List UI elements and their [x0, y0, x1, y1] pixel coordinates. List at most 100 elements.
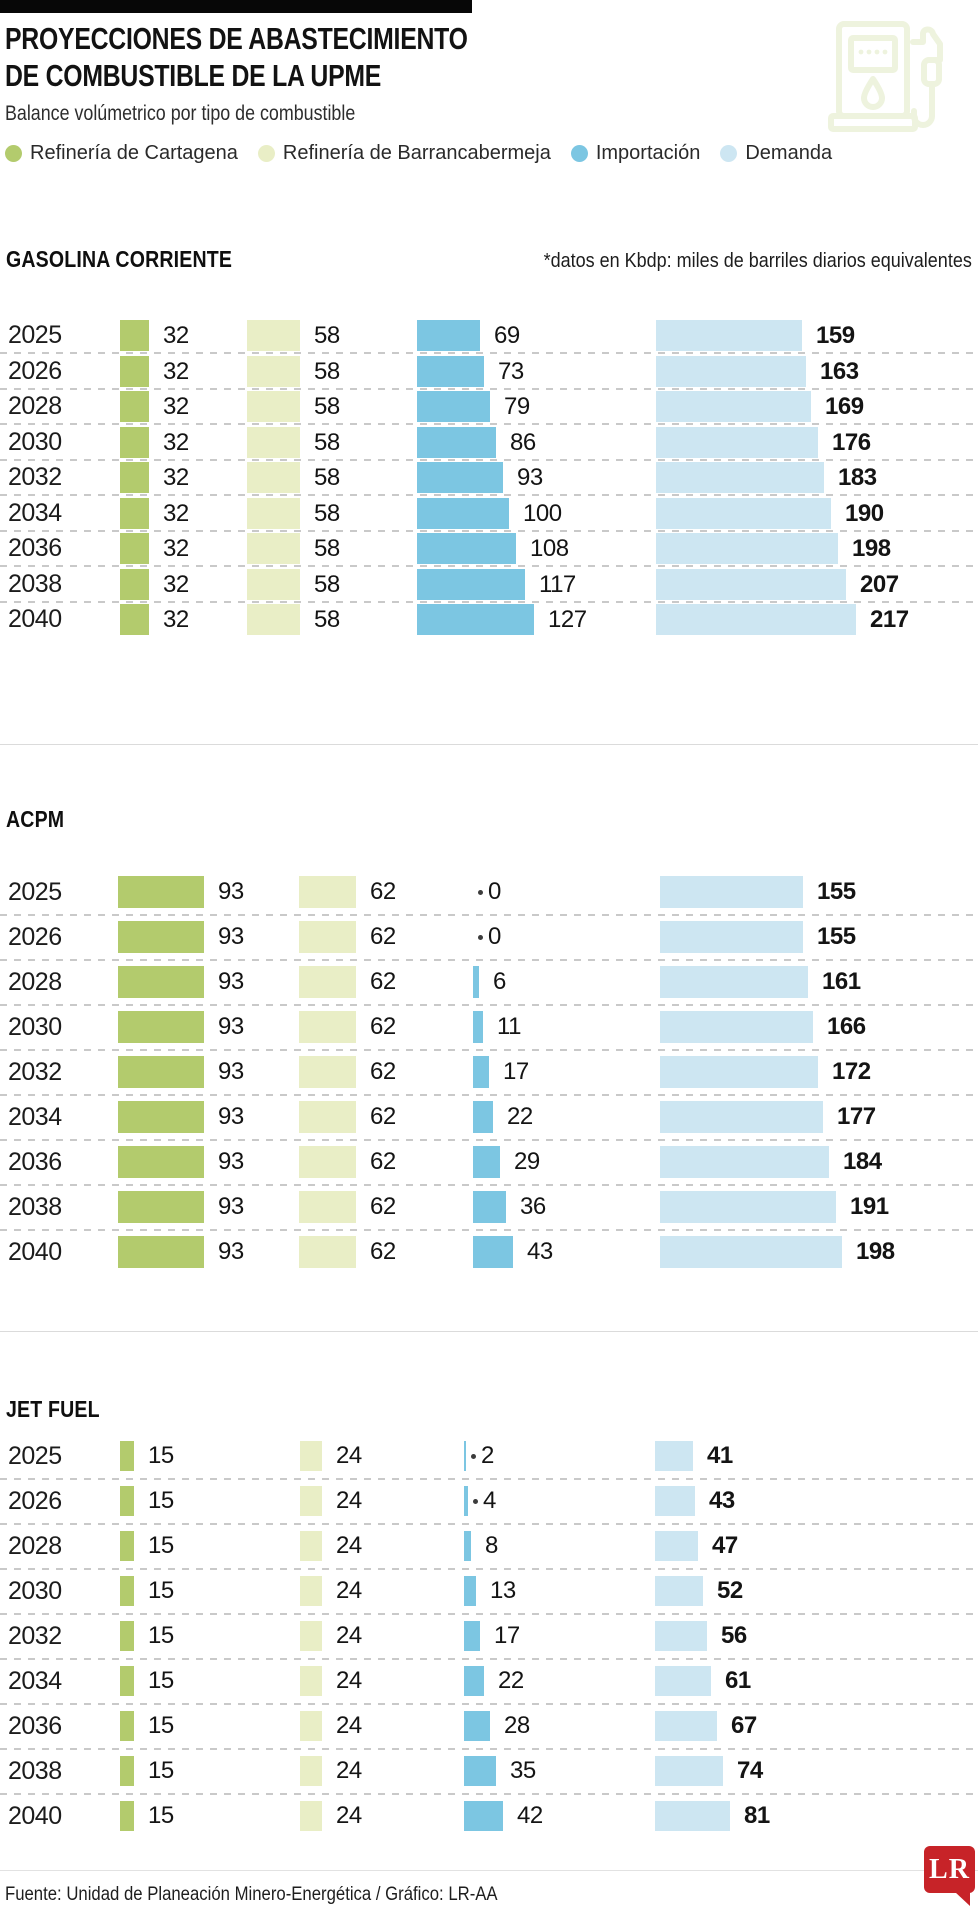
year-label: 2028	[8, 968, 62, 996]
table-row: 2040 15 24 42 81	[0, 1801, 978, 1831]
year-label: 2028	[8, 1532, 62, 1560]
value-label: 11	[497, 1013, 521, 1040]
row-divider	[0, 1003, 978, 1006]
bar-refineria-cartagena	[120, 1666, 134, 1696]
value-label: 163	[820, 357, 859, 385]
bar-importacion	[464, 1711, 490, 1741]
value-label: 15	[148, 1757, 174, 1784]
row-divider	[0, 1567, 978, 1570]
bar-refineria-cartagena	[120, 1801, 134, 1831]
bar-refineria-cartagena	[120, 497, 149, 529]
bar-demanda	[655, 1801, 730, 1831]
bar-demanda	[655, 1666, 711, 1696]
bar-refineria-barrancabermeja	[300, 1756, 322, 1786]
section-title: JET FUEL	[6, 1396, 100, 1422]
value-label: 177	[837, 1103, 876, 1130]
value-label: 22	[507, 1103, 533, 1130]
bar-refineria-cartagena	[118, 921, 204, 953]
bar-refineria-barrancabermeja	[247, 604, 300, 635]
table-row: 2032 32 58 93 183	[0, 462, 978, 493]
table-row: 2040 32 58 127 217	[0, 604, 978, 635]
year-label: 2040	[8, 605, 62, 633]
value-label: 86	[510, 428, 536, 456]
value-label: 24	[336, 1712, 362, 1739]
value-label: 93	[218, 1058, 244, 1085]
bar-refineria-cartagena	[118, 1146, 204, 1178]
bar-importacion	[417, 533, 516, 564]
bar-refineria-barrancabermeja	[247, 497, 300, 529]
value-label: 62	[370, 1058, 396, 1085]
value-label: 58	[314, 464, 340, 491]
value-label: 0	[488, 878, 501, 905]
table-row: 2040 93 62 43 198	[0, 1236, 978, 1268]
value-label: 198	[856, 1238, 895, 1265]
bar-importacion	[473, 1056, 489, 1088]
year-label: 2025	[8, 1442, 62, 1470]
bar-refineria-barrancabermeja	[299, 1236, 356, 1268]
table-row: 2034 32 58 100 190	[0, 497, 978, 529]
value-label: 32	[163, 499, 189, 527]
value-label: 93	[218, 923, 244, 950]
value-label: 0	[488, 923, 501, 950]
value-label: 169	[825, 393, 864, 420]
value-label: 69	[494, 322, 520, 349]
bar-demanda	[660, 876, 803, 908]
value-label: 15	[148, 1622, 174, 1649]
bar-importacion	[464, 1576, 476, 1606]
bar-importacion	[473, 1101, 493, 1133]
value-label: 93	[218, 1148, 244, 1175]
bar-refineria-cartagena	[120, 533, 149, 564]
value-label: 62	[370, 1148, 396, 1175]
value-label: 93	[218, 1013, 244, 1040]
bar-importacion	[464, 1486, 468, 1516]
legend-item-label: Demanda	[745, 142, 833, 164]
year-label: 2034	[8, 1667, 62, 1695]
bar-importacion	[473, 1191, 506, 1223]
value-label: 24	[336, 1442, 362, 1469]
legend-dot-icon	[257, 145, 275, 162]
row-divider	[0, 494, 978, 497]
bar-importacion	[464, 1531, 471, 1561]
legend-item: Importación	[570, 142, 700, 165]
value-label: 8	[485, 1532, 498, 1559]
year-label: 2025	[8, 321, 62, 349]
bar-refineria-barrancabermeja	[299, 1101, 356, 1133]
year-label: 2030	[8, 427, 62, 456]
bar-refineria-barrancabermeja	[299, 921, 356, 953]
bar-refineria-barrancabermeja	[299, 1146, 356, 1178]
bar-importacion	[417, 462, 503, 493]
bar-refineria-cartagena	[120, 462, 149, 493]
value-label: 43	[527, 1238, 553, 1265]
value-label: 17	[503, 1058, 529, 1085]
legend-item: Refinería de Cartagena	[5, 142, 238, 165]
value-label: 22	[498, 1667, 524, 1694]
table-row: 2025 15 24 2 41	[0, 1441, 978, 1471]
table-row: 2032 15 24 17 56	[0, 1621, 978, 1651]
table-row: 2025 32 58 69 159	[0, 320, 978, 351]
bar-refineria-cartagena	[120, 1756, 134, 1786]
year-label: 2032	[8, 1058, 62, 1086]
bar-importacion	[473, 1011, 483, 1043]
bar-demanda	[660, 1236, 842, 1268]
value-label: 15	[148, 1532, 174, 1559]
zero-marker-dot	[478, 934, 483, 940]
value-label: 155	[817, 878, 856, 905]
year-label: 2034	[8, 1103, 62, 1131]
value-label: 62	[370, 878, 396, 905]
legend-item-label: Refinería de Barrancabermeja	[282, 142, 551, 164]
bar-refineria-barrancabermeja	[247, 320, 300, 351]
value-label: 93	[218, 968, 244, 995]
bar-importacion	[417, 604, 534, 635]
bar-importacion	[473, 966, 479, 998]
value-label: 29	[514, 1148, 540, 1175]
legend-dot-icon	[570, 145, 588, 162]
value-label: 42	[517, 1802, 543, 1829]
table-row: 2038 32 58 117 207	[0, 568, 978, 600]
value-label: 32	[163, 535, 189, 562]
bar-importacion	[417, 497, 509, 529]
bar-refineria-cartagena	[120, 426, 149, 458]
year-label: 2032	[8, 1622, 62, 1650]
bar-refineria-cartagena	[120, 1711, 134, 1741]
bar-demanda	[656, 391, 811, 422]
legend-dot-icon	[5, 145, 22, 162]
